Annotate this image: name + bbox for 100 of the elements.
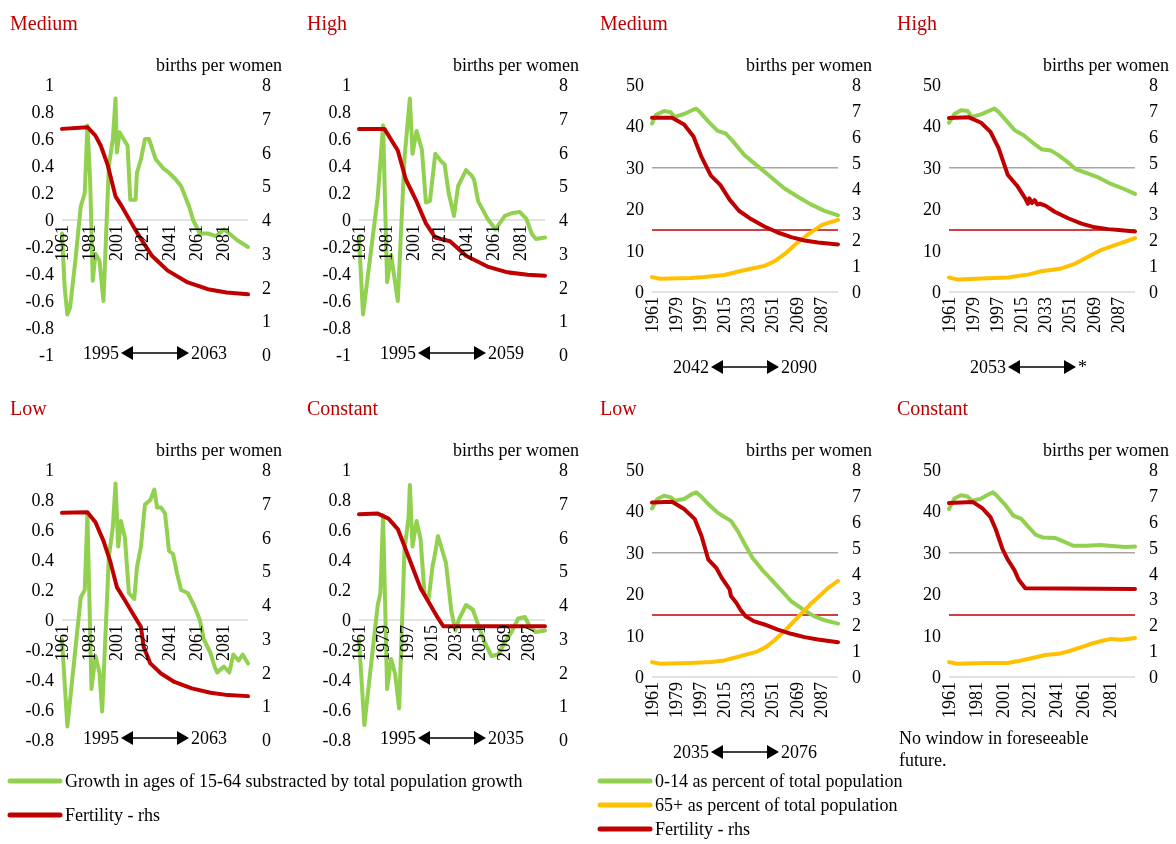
y2-tick-label: 6 (262, 527, 271, 548)
y-tick-label: 0.6 (31, 129, 54, 149)
x-tick-label: 2061 (185, 625, 206, 661)
annotation: 2035 (488, 728, 524, 748)
y2-tick-label: 8 (1149, 460, 1158, 480)
y2-tick-label: 2 (262, 662, 271, 683)
annotation: 2063 (191, 343, 227, 363)
text: No window in foreseeable future. (899, 728, 1089, 770)
y-tick-label: 1 (45, 75, 54, 95)
annotation: 1995 (380, 343, 416, 363)
x-tick-label: 2081 (212, 625, 233, 661)
x-tick-label: 1961 (52, 225, 72, 261)
y-tick-label: 0.8 (328, 490, 351, 510)
y2-axis-title: births per women (156, 55, 282, 75)
y-tick-label: 0.6 (328, 520, 351, 540)
y2-tick-label: 5 (852, 537, 861, 558)
y-tick-label: 10 (923, 625, 941, 646)
y2-axis-title: births per women (746, 55, 872, 75)
y2-tick-label: 4 (1149, 178, 1158, 199)
y-tick-label: 0 (45, 210, 54, 230)
y-tick-label: 10 (923, 240, 941, 261)
x-tick-label: 2051 (762, 682, 783, 718)
y2-tick-label: 6 (559, 527, 568, 548)
y2-tick-label: 6 (262, 142, 271, 163)
y-tick-label: 0 (342, 610, 351, 630)
y-tick-label: -0.2 (25, 640, 54, 660)
y2-tick-label: 0 (559, 730, 568, 750)
text: 2076 (781, 742, 817, 762)
y-tick-label: 40 (923, 116, 941, 137)
y2-tick-label: 8 (852, 460, 861, 480)
y-tick-label: -0.4 (25, 264, 54, 284)
y-tick-label: -1 (336, 345, 351, 365)
x-tick-label: 2061 (482, 225, 503, 261)
x-tick-label: 2087 (810, 297, 831, 333)
y2-tick-label: 7 (1149, 100, 1158, 121)
x-tick-label: 2033 (738, 297, 759, 333)
x-tick-label: 2051 (762, 297, 783, 333)
y-tick-label: 0.8 (31, 102, 54, 122)
y2-tick-label: 5 (262, 176, 271, 197)
y-tick-label: 0.6 (31, 520, 54, 540)
x-tick-label: 2015 (714, 682, 735, 718)
x-tick-label: 2021 (132, 625, 153, 661)
y-tick-label: -0.2 (322, 237, 351, 257)
x-tick-label: 1981 (965, 682, 986, 718)
x-tick-label: 2001 (992, 682, 1013, 718)
y-tick-label: 20 (923, 584, 941, 605)
y-tick-label: -0.8 (322, 318, 351, 338)
y-tick-label: 50 (626, 460, 644, 480)
x-tick-label: 1997 (690, 297, 711, 333)
y-tick-label: -0.6 (322, 700, 351, 720)
y2-tick-label: 6 (1149, 126, 1158, 147)
x-tick-label: 1961 (939, 297, 959, 333)
y2-tick-label: 2 (852, 230, 861, 251)
x-tick-label: 1997 (690, 682, 711, 718)
x-tick-label: 1981 (375, 225, 396, 261)
y2-axis-title: births per women (453, 440, 579, 460)
y2-tick-label: 7 (852, 100, 861, 121)
x-tick-label: 2015 (421, 625, 442, 661)
x-tick-label: 1997 (397, 625, 418, 661)
y-tick-label: 0.2 (328, 580, 351, 600)
x-tick-label: 2021 (429, 225, 450, 261)
y-tick-label: -0.8 (322, 730, 351, 750)
chart-title: Constant (897, 397, 969, 419)
y2-tick-label: 5 (852, 152, 861, 173)
y2-tick-label: 5 (1149, 152, 1158, 173)
y-tick-label: 30 (923, 157, 941, 178)
x-tick-label: 1981 (78, 625, 99, 661)
text: 2090 (781, 357, 817, 377)
x-tick-label: 2051 (469, 625, 490, 661)
y-tick-label: 20 (923, 199, 941, 220)
x-tick-label: 2015 (1011, 297, 1032, 333)
x-tick-label: 1979 (666, 682, 687, 718)
x-tick-label: 2081 (212, 225, 233, 261)
y-tick-label: 0.4 (328, 550, 351, 570)
y2-tick-label: 0 (1149, 667, 1158, 687)
y-tick-label: 0.2 (31, 183, 54, 203)
y2-tick-label: 8 (852, 75, 861, 95)
x-tick-label: 2087 (517, 625, 538, 661)
y2-tick-label: 2 (559, 662, 568, 683)
x-tick-label: 2041 (456, 225, 477, 261)
y2-tick-label: 4 (559, 595, 568, 615)
y-tick-label: -0.6 (25, 700, 54, 720)
x-tick-label: 1979 (666, 297, 687, 333)
y2-tick-label: 6 (852, 126, 861, 147)
y2-tick-label: 2 (559, 277, 568, 298)
text: 2035 (673, 742, 709, 762)
y-tick-label: -0.2 (25, 237, 54, 257)
y2-tick-label: 0 (262, 345, 271, 365)
legend-label: 65+ as percent of total population (655, 795, 898, 815)
y-tick-label: 0 (635, 282, 644, 302)
y2-tick-label: 3 (1149, 204, 1158, 225)
y-tick-label: 0 (342, 210, 351, 230)
y2-axis-title: births per women (746, 440, 872, 460)
x-tick-label: 2041 (159, 225, 180, 261)
y2-tick-label: 5 (559, 561, 568, 582)
text: * (1078, 357, 1087, 377)
y2-tick-label: 4 (559, 210, 568, 230)
y2-tick-label: 4 (852, 563, 861, 584)
y-tick-label: 0.8 (328, 102, 351, 122)
x-tick-label: 2069 (1083, 297, 1104, 333)
